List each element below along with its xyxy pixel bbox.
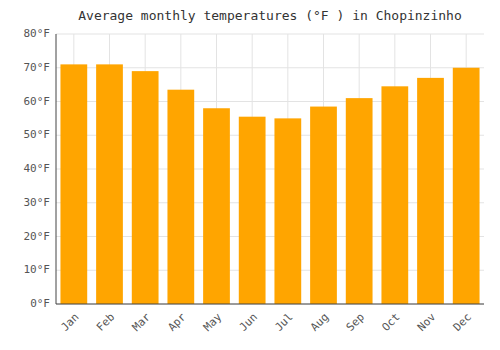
y-axis: 0°F 10°F 20°F 30°F 40°F 50°F 60°F 70°F 80°F xyxy=(24,27,51,310)
bar xyxy=(381,86,408,304)
y-grid-line xyxy=(56,34,484,35)
y-tick-label: 20°F xyxy=(24,230,51,243)
background xyxy=(0,0,500,350)
y-tick-label: 60°F xyxy=(24,95,51,108)
x-axis: Jan Feb Mar Apr May Jun Jul Aug Sep Oct Nov Dec xyxy=(58,310,474,334)
bar xyxy=(274,118,301,304)
bar xyxy=(203,108,230,304)
bar xyxy=(417,78,444,304)
x-tick-label: Dec xyxy=(451,311,474,334)
x-axis-line xyxy=(56,304,484,305)
x-tick-label: Mar xyxy=(130,310,154,334)
x-tick-label: May xyxy=(201,310,225,334)
y-tick-label: 0°F xyxy=(30,297,50,310)
x-tick-label: Nov xyxy=(415,310,439,334)
grid xyxy=(56,34,484,304)
y-grid-line xyxy=(56,304,484,305)
bar xyxy=(346,98,373,304)
y-tick-label: 40°F xyxy=(24,162,51,175)
y-tick-label: 80°F xyxy=(24,27,51,40)
bar xyxy=(310,107,337,304)
y-axis-line xyxy=(56,34,57,304)
bar xyxy=(239,117,266,304)
x-tick-label: Feb xyxy=(94,311,117,334)
x-tick-label: Sep xyxy=(344,311,367,334)
bar xyxy=(132,71,159,304)
x-tick-label: Jul xyxy=(272,311,295,334)
y-tick-label: 70°F xyxy=(24,61,51,74)
y-tick-label: 10°F xyxy=(24,263,51,276)
x-tick-label: Jun xyxy=(237,311,260,334)
bar xyxy=(167,90,194,304)
bar xyxy=(60,64,87,304)
x-tick-label: Apr xyxy=(165,310,189,334)
x-tick-label: Oct xyxy=(379,311,402,334)
y-tick-label: 30°F xyxy=(24,196,51,209)
bar xyxy=(96,64,123,304)
title: Average monthly temperatures (°F ) in Ch… xyxy=(78,8,462,23)
y-tick-label: 50°F xyxy=(24,128,51,141)
chart-svg: 0°F 10°F 20°F 30°F 40°F 50°F 60°F 70°F 80°F Jan Fe… xyxy=(0,0,500,350)
x-tick-label: Aug xyxy=(308,311,331,334)
bar xyxy=(453,68,480,304)
chart-container: 0°F 10°F 20°F 30°F 40°F 50°F 60°F 70°F 80°F Jan Fe… xyxy=(0,0,500,350)
bars xyxy=(60,64,479,304)
x-tick-label: Jan xyxy=(58,311,81,334)
